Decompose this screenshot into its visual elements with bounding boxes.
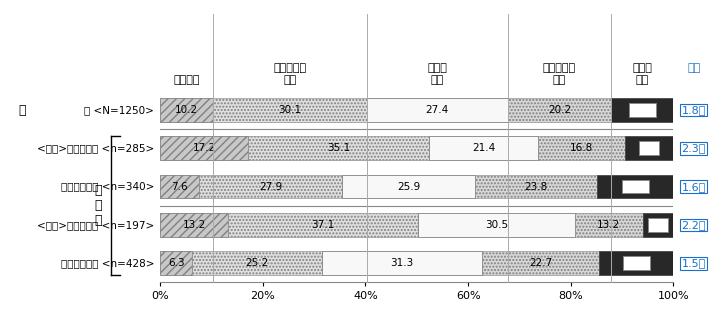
Text: 21.4: 21.4	[472, 143, 495, 153]
Text: 作っていない <n=340>: 作っていない <n=340>	[61, 182, 154, 192]
Text: 25.2: 25.2	[245, 258, 269, 268]
Text: 17.2: 17.2	[193, 143, 216, 153]
Text: 1.8回: 1.8回	[681, 105, 706, 115]
Text: 37.1: 37.1	[312, 220, 335, 230]
Bar	[213, 98, 367, 122]
Text: 14.5: 14.5	[625, 258, 648, 268]
Bar	[539, 137, 625, 160]
Text: 2.3回: 2.3回	[681, 143, 706, 153]
Text: 1.5回: 1.5回	[681, 258, 706, 268]
Text: 全: 全	[18, 104, 25, 116]
Text: 27.4: 27.4	[426, 105, 449, 115]
Bar	[612, 98, 673, 122]
Text: 体 <N=1250>: 体 <N=1250>	[84, 105, 154, 115]
Text: 14.7: 14.7	[624, 182, 646, 192]
Text: 30.5: 30.5	[485, 220, 508, 230]
Text: 31.3: 31.3	[390, 258, 414, 268]
Text: 20.2: 20.2	[548, 105, 571, 115]
Bar	[160, 175, 199, 198]
Text: 2.2回: 2.2回	[681, 220, 706, 230]
Text: 作っていない <n=428>: 作っていない <n=428>	[61, 258, 154, 268]
Bar	[625, 137, 673, 160]
Text: 9.5: 9.5	[641, 143, 657, 153]
Text: 13.2: 13.2	[597, 220, 620, 230]
Bar	[475, 175, 598, 198]
Bar	[248, 137, 429, 160]
Text: 30.1: 30.1	[278, 105, 301, 115]
Text: 10.2: 10.2	[175, 105, 198, 115]
Bar	[160, 98, 213, 122]
Bar	[429, 137, 539, 160]
Bar	[322, 251, 483, 275]
Text: 週１回
程度: 週１回 程度	[427, 63, 447, 85]
Text: 22.7: 22.7	[529, 258, 553, 268]
Bar	[160, 251, 192, 275]
Text: 35.1: 35.1	[327, 143, 350, 153]
Text: 7.6: 7.6	[171, 182, 188, 192]
Text: <男性>作っている <n=197>: <男性>作っている <n=197>	[37, 220, 154, 230]
Bar	[160, 137, 248, 160]
Text: ほぼ毎日: ほぼ毎日	[173, 75, 199, 85]
Text: 1.6回: 1.6回	[681, 182, 706, 192]
Text: 6.3: 6.3	[168, 258, 185, 268]
Bar	[367, 98, 507, 122]
Bar	[643, 213, 674, 237]
Bar	[192, 251, 322, 275]
Text: 12.1: 12.1	[630, 105, 654, 115]
Bar	[342, 175, 475, 198]
Text: 23.8: 23.8	[525, 182, 548, 192]
Bar	[598, 175, 673, 198]
Text: 25.9: 25.9	[397, 182, 421, 192]
Text: 16.8: 16.8	[570, 143, 593, 153]
Bar	[199, 175, 342, 198]
Bar	[575, 213, 643, 237]
Text: お
弁
当: お 弁 当	[95, 184, 102, 227]
Text: 6.1: 6.1	[650, 220, 667, 230]
Text: 平均: 平均	[687, 63, 700, 73]
Bar	[160, 213, 228, 237]
Text: 月２～３回
程度: 月２～３回 程度	[543, 63, 576, 85]
Text: <女性>作っている <n=285>: <女性>作っている <n=285>	[37, 143, 154, 153]
Text: 月１回
程度: 月１回 程度	[633, 63, 652, 85]
Bar	[599, 251, 673, 275]
Bar	[483, 251, 599, 275]
Bar	[419, 213, 575, 237]
Text: 13.2: 13.2	[183, 220, 205, 230]
Text: 27.9: 27.9	[259, 182, 282, 192]
Bar	[507, 98, 612, 122]
Text: 週２～３回
程度: 週２～３回 程度	[273, 63, 306, 85]
Bar	[228, 213, 419, 237]
